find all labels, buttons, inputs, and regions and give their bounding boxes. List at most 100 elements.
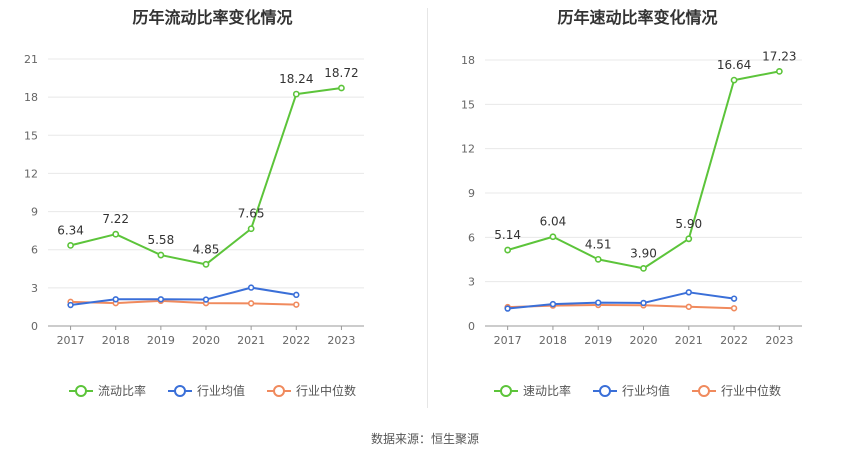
data-label: 7.65 [238, 207, 265, 221]
data-point [685, 303, 692, 310]
y-tick-label: 0 [468, 320, 475, 333]
legend: 流动比率 行业均值 行业中位数 [0, 382, 425, 399]
legend-swatch [592, 384, 617, 398]
data-point [112, 296, 119, 303]
x-tick-label: 2021 [675, 334, 703, 347]
x-tick-label: 2020 [192, 334, 220, 347]
legend-label: 行业中位数 [296, 384, 357, 398]
x-tick-label: 2019 [584, 334, 612, 347]
panel-divider [427, 8, 428, 408]
data-point [549, 300, 557, 308]
data-source: 数据来源：恒生聚源 [370, 432, 479, 446]
x-tick-label: 2023 [327, 334, 355, 347]
legend-item[interactable]: 行业中位数 [692, 382, 781, 399]
chart-title: 历年速动比率变化情况 [557, 8, 718, 27]
legend-item[interactable]: 行业均值 [592, 382, 670, 399]
x-tick-label: 2022 [282, 334, 310, 347]
data-point [112, 230, 120, 238]
legend-marker [273, 384, 285, 397]
legend-swatch [68, 384, 93, 398]
current-ratio-chart: 0 3 6 9 12 15 18 21 2017 2018 2019 2020 2021 2022 2023… [24, 53, 364, 347]
legend-label: 行业均值 [621, 384, 670, 398]
legend-swatch [493, 384, 518, 398]
y-tick-label: 21 [24, 53, 38, 66]
data-point [67, 241, 74, 249]
legend-marker [499, 384, 512, 397]
data-point [247, 284, 255, 291]
data-label: 5.14 [494, 228, 521, 242]
y-tick-label: 15 [461, 98, 475, 111]
legend-swatch [692, 384, 716, 398]
chart-title: 历年流动比率变化情况 [132, 8, 293, 27]
data-point [504, 246, 512, 254]
x-tick-label: 2017 [57, 334, 85, 347]
legend-marker [598, 384, 611, 397]
y-tick-label: 6 [31, 244, 38, 257]
data-point [685, 235, 693, 243]
x-tick-label: 2017 [494, 334, 522, 347]
y-tick-label: 18 [461, 54, 475, 67]
legend-marker [698, 384, 710, 397]
data-point [640, 299, 647, 307]
legend-marker [74, 384, 87, 397]
data-point [247, 225, 255, 233]
data-point [293, 301, 300, 308]
y-tick-label: 18 [24, 91, 38, 104]
legend-item[interactable]: 行业均值 [167, 382, 245, 399]
data-point [202, 296, 210, 303]
current-ratio-panel: 历年流动比率变化情况 0 3 6 9 12 15 18 21 2017 2018 2019 2020 2… [0, 0, 425, 420]
data-point [292, 90, 300, 98]
data-point [640, 264, 647, 272]
y-tick-label: 15 [24, 129, 38, 142]
data-point [730, 305, 738, 312]
x-tick-label: 2023 [765, 334, 793, 347]
y-tick-label: 3 [468, 276, 475, 289]
quick-ratio-panel: 历年速动比率变化情况 0 3 6 9 12 15 18 2017 2018 2019 2020 202… [425, 0, 850, 420]
x-tick-label: 2022 [720, 334, 748, 347]
data-point [685, 289, 692, 296]
series-line-0 [70, 86, 342, 266]
legend-swatch [267, 384, 291, 398]
data-point [595, 299, 602, 306]
legend-item[interactable]: 流动比率 [68, 382, 146, 399]
data-point [157, 251, 165, 259]
data-label: 4.51 [585, 237, 612, 251]
y-tick-label: 12 [24, 167, 38, 180]
legend-swatch [167, 384, 192, 398]
data-point [504, 305, 511, 312]
series-line-1 [507, 291, 735, 310]
data-label: 6.04 [540, 215, 567, 229]
y-tick-label: 3 [31, 282, 38, 295]
data-point [594, 255, 602, 263]
legend-item[interactable]: 速动比率 [493, 382, 571, 399]
data-label: 3.90 [630, 246, 657, 260]
quick-ratio-chart: 0 3 6 9 12 15 18 2017 2018 2019 2020 2021 2022 2023 5.… [461, 49, 802, 347]
data-label: 4.85 [193, 242, 220, 256]
x-tick-label: 2021 [237, 334, 265, 347]
legend-marker [173, 384, 186, 397]
data-point [338, 84, 345, 92]
legend-label: 行业中位数 [721, 384, 782, 398]
y-tick-label: 9 [31, 206, 38, 219]
y-tick-label: 9 [468, 187, 475, 200]
data-point [293, 291, 300, 299]
legend-label: 流动比率 [97, 384, 146, 398]
data-label: 18.72 [324, 66, 358, 80]
x-tick-label: 2019 [147, 334, 175, 347]
data-point [247, 300, 255, 307]
series-line-1 [70, 286, 297, 307]
legend-item[interactable]: 行业中位数 [267, 382, 356, 399]
data-point [157, 296, 165, 303]
data-label: 6.34 [57, 223, 84, 237]
data-point [730, 295, 738, 302]
legend-label: 行业均值 [196, 384, 245, 398]
legend-label: 速动比率 [522, 384, 571, 398]
y-tick-label: 0 [31, 320, 38, 333]
series-line-0 [507, 70, 780, 270]
data-label: 5.58 [147, 233, 174, 247]
y-tick-label: 6 [468, 231, 475, 244]
data-label: 5.90 [675, 217, 702, 231]
data-label: 16.64 [717, 58, 751, 72]
x-tick-label: 2020 [630, 334, 658, 347]
x-tick-label: 2018 [539, 334, 567, 347]
